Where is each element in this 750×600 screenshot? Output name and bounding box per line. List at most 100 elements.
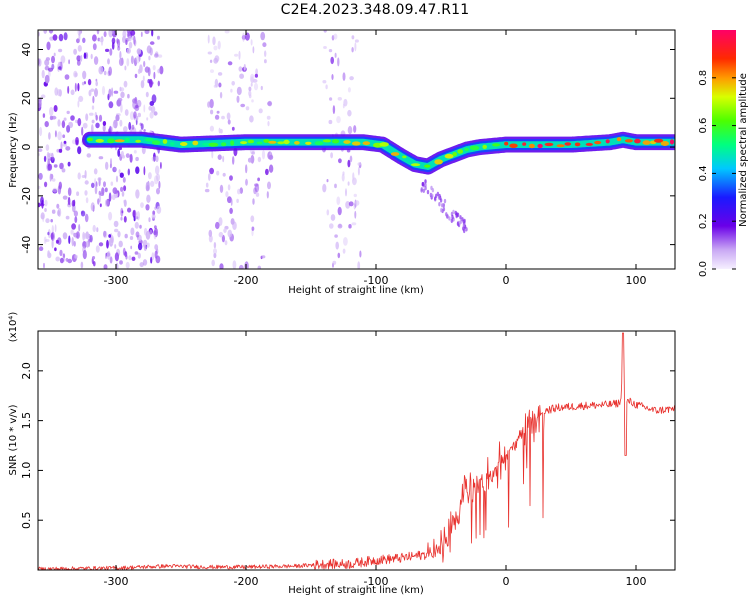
spectrogram-noise-cell (117, 46, 121, 51)
spectrogram-noise-cell (135, 231, 140, 238)
spectrogram-noise-cell (126, 48, 131, 54)
spectrogram-noise-cell (226, 112, 231, 120)
spectrogram-noise-cell (103, 181, 106, 188)
spectrogram-noise-cell (149, 78, 153, 88)
spectrogram-noise-cell (87, 78, 92, 86)
spectrogram-noise-cell (82, 37, 86, 43)
spectrogram-noise-cell (134, 73, 138, 79)
spectrogram-noise-cell (255, 68, 258, 76)
spectrogram-noise-cell (462, 223, 466, 228)
spectrogram-noise-cell (104, 199, 109, 207)
spectrogram-noise-cell (159, 65, 164, 75)
spectrogram-noise-cell (143, 104, 146, 113)
spectrogram-noise-cell (219, 263, 224, 269)
spectrogram-noise-cell (120, 186, 124, 192)
spectrogram-noise-cell (229, 175, 233, 181)
spectrogram-noise-cell (62, 134, 66, 138)
spectrogram-noise-cell (267, 100, 273, 107)
spectrogram-ridge-peak (221, 142, 227, 147)
spectrogram-noise-cell (123, 199, 127, 207)
spectrogram-noise-cell (347, 126, 353, 135)
spectrogram-noise-cell (142, 259, 148, 266)
spectrogram-noise-cell (123, 80, 128, 88)
spectrogram-noise-cell (95, 114, 98, 121)
spectrogram-ridge-peak (294, 141, 300, 145)
spectrogram-noise-cell (62, 143, 67, 147)
spectrogram-noise-cell (59, 257, 64, 264)
x-tick-label: -100 (364, 274, 389, 287)
spectrogram-noise-cell (63, 117, 67, 121)
spectrogram-noise-cell (243, 63, 246, 71)
spectrogram-noise-cell (99, 192, 105, 196)
spectrogram-noise-cell (328, 119, 333, 125)
spectrogram-noise-cell (211, 259, 215, 267)
spectrogram-noise-cell (140, 31, 143, 37)
spectrogram-noise-cell (95, 245, 100, 253)
spectrogram-noise-cell (451, 214, 454, 220)
spectrogram-ridge-peak (457, 149, 464, 154)
spectrogram-noise-cell (113, 220, 119, 228)
spectrogram-noise-cell (133, 35, 136, 45)
y-tick-label: 1.5 (20, 412, 33, 430)
spectrogram-ridge-peak (263, 139, 270, 143)
spectrogram-noise-cell (74, 216, 78, 224)
spectrogram-ridge-peak (556, 144, 565, 148)
spectrogram-ridge-peak (434, 159, 443, 165)
spectrogram-noise-cell (146, 242, 150, 248)
spectrogram-noise-cell (118, 146, 122, 151)
spectrogram-noise-cell (452, 209, 455, 215)
spectrogram-noise-cell (71, 237, 74, 247)
spectrogram-frame (37, 29, 676, 270)
spectrogram-noise-cell (139, 122, 142, 126)
spectrogram-noise-cell (48, 30, 54, 34)
spectrogram-noise-cell (45, 239, 50, 242)
spectrogram-noise-cell (93, 56, 99, 65)
snr-plot-area (38, 331, 675, 570)
colorbar-label: Normalized spectral amplitude (738, 73, 749, 227)
snr-y-axis-label: SNR (10 * v/v) (8, 404, 19, 475)
spectrogram-noise-cell (40, 196, 44, 205)
spectrogram-noise-cell (53, 52, 56, 57)
spectrogram-noise-cell (120, 91, 125, 99)
spectrogram-noise-cell (119, 260, 123, 265)
spectrogram-noise-cell (155, 165, 160, 175)
spectrogram-noise-cell (59, 162, 64, 170)
spectrogram-noise-cell (157, 35, 160, 40)
spectrogram-noise-cell (252, 79, 258, 83)
spectrogram-noise-cell (209, 59, 213, 63)
spectrogram-noise-cell (156, 205, 162, 214)
spectrogram-noise-cell (260, 31, 266, 41)
spectrogram-noise-cell (73, 232, 77, 237)
spectrogram-noise-cell (336, 196, 341, 205)
spectrogram-noise-cell (108, 211, 113, 221)
spectrogram-noise-cell (326, 209, 330, 216)
spectrogram-noise-cell (153, 71, 156, 80)
spectrogram-noise-cell (145, 230, 151, 240)
spectrogram-noise-cell (65, 215, 70, 220)
spectrogram-ridge-peak (544, 142, 554, 147)
spectrogram-noise-cell (151, 156, 157, 162)
spectrogram-noise-cell (92, 224, 96, 233)
spectrogram-noise-cell (138, 234, 142, 242)
spectrogram-noise-cell (43, 262, 45, 269)
spectrogram-noise-cell (78, 32, 81, 42)
spectrogram-noise-cell (157, 80, 160, 87)
spectrogram-noise-cell (124, 233, 128, 239)
spectrogram-ridge-peak (509, 143, 518, 149)
spectrogram-noise-cell (456, 212, 460, 218)
spectrogram-noise-cell (253, 82, 259, 91)
spectrogram-noise-cell (251, 226, 255, 231)
spectrogram-noise-cell (153, 152, 156, 162)
spectrogram-noise-cell (234, 53, 239, 57)
spectrogram-noise-cell (128, 121, 132, 131)
spectrogram-noise-cell (345, 201, 351, 209)
spectrogram-noise-cell (115, 114, 120, 122)
spectrogram-noise-cell (98, 66, 104, 75)
spectrogram-noise-cell (121, 191, 125, 197)
spectrogram-noise-cell (247, 157, 252, 163)
spectrogram-noise-cell (84, 170, 87, 179)
spectrogram-ridge-peak (179, 142, 188, 146)
spectrogram-noise-cell (44, 74, 50, 84)
spectrogram-noise-cell (59, 249, 63, 257)
